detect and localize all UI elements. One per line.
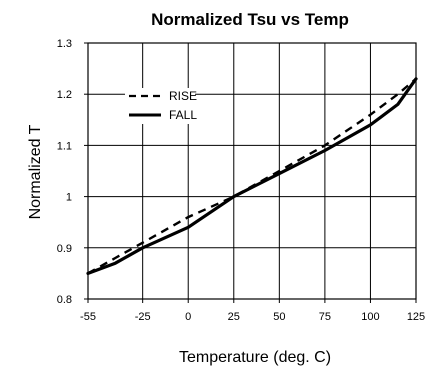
x-tick-label: -25 xyxy=(135,311,151,323)
legend-label-fall: FALL xyxy=(169,108,197,122)
legend-label-rise: RISE xyxy=(169,89,197,103)
series-line-fall xyxy=(86,77,418,275)
x-tick-label: 125 xyxy=(407,311,425,323)
x-tick-label: 100 xyxy=(361,311,379,323)
x-tick-label: 75 xyxy=(319,311,331,323)
y-tick-label: 1.1 xyxy=(57,140,72,152)
x-tick-label: 25 xyxy=(228,311,240,323)
legend-box xyxy=(125,88,195,124)
ticks: -55 -25 0 25 50 75 100 125 0.8 0.9 1 1.1 1.2 1.3 xyxy=(57,38,425,323)
y-tick-label: 1 xyxy=(66,192,72,204)
y-tick-label: 0.8 xyxy=(57,294,72,306)
x-tick-label: -55 xyxy=(80,311,96,323)
y-axis-label: Normalized T xyxy=(27,124,44,219)
x-tick-label: 50 xyxy=(273,311,285,323)
y-tick-label: 1.3 xyxy=(57,38,72,50)
plot-frame xyxy=(87,42,417,300)
y-tick-label: 1.2 xyxy=(57,89,72,101)
chart-title: Normalized Tsu vs Temp xyxy=(151,10,349,29)
grid xyxy=(87,42,417,300)
y-tick-label: 0.9 xyxy=(57,243,72,255)
series-line-rise xyxy=(87,77,417,275)
legend: RISE FALL xyxy=(125,88,197,124)
series-group xyxy=(86,77,418,275)
x-axis-label: Temperature (deg. C) xyxy=(179,349,331,366)
x-tick-label: 0 xyxy=(185,311,191,323)
